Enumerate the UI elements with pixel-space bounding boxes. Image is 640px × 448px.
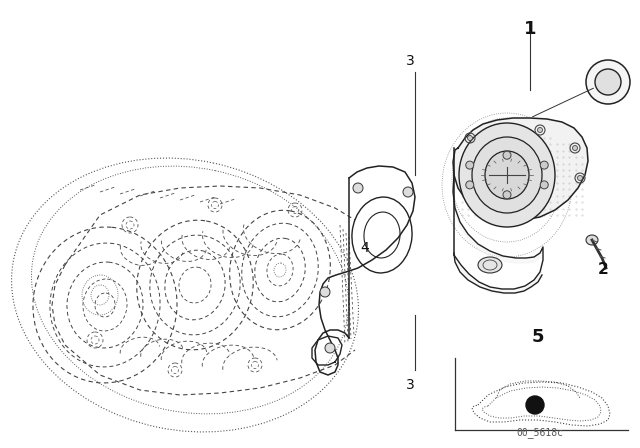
Ellipse shape	[595, 69, 621, 95]
Ellipse shape	[325, 343, 335, 353]
Text: 5: 5	[532, 328, 544, 346]
Text: 1: 1	[524, 20, 536, 38]
Ellipse shape	[586, 60, 630, 104]
Text: 3: 3	[406, 54, 414, 68]
Text: 2: 2	[598, 262, 609, 277]
Ellipse shape	[467, 135, 472, 141]
Ellipse shape	[577, 176, 582, 181]
Ellipse shape	[573, 146, 577, 151]
Ellipse shape	[478, 257, 502, 273]
Ellipse shape	[466, 181, 474, 189]
Ellipse shape	[586, 235, 598, 245]
Ellipse shape	[540, 161, 548, 169]
Ellipse shape	[485, 151, 529, 199]
Circle shape	[526, 396, 544, 414]
Text: 4: 4	[360, 241, 369, 255]
Ellipse shape	[472, 137, 542, 213]
Ellipse shape	[320, 287, 330, 297]
Polygon shape	[453, 118, 588, 220]
Ellipse shape	[538, 128, 543, 133]
Ellipse shape	[403, 187, 413, 197]
Text: 3: 3	[406, 378, 414, 392]
Text: 00_5618c: 00_5618c	[516, 427, 563, 438]
Ellipse shape	[353, 183, 363, 193]
Ellipse shape	[466, 161, 474, 169]
Ellipse shape	[503, 191, 511, 199]
Ellipse shape	[503, 151, 511, 159]
Ellipse shape	[459, 123, 555, 227]
Ellipse shape	[540, 181, 548, 189]
Polygon shape	[453, 175, 543, 294]
